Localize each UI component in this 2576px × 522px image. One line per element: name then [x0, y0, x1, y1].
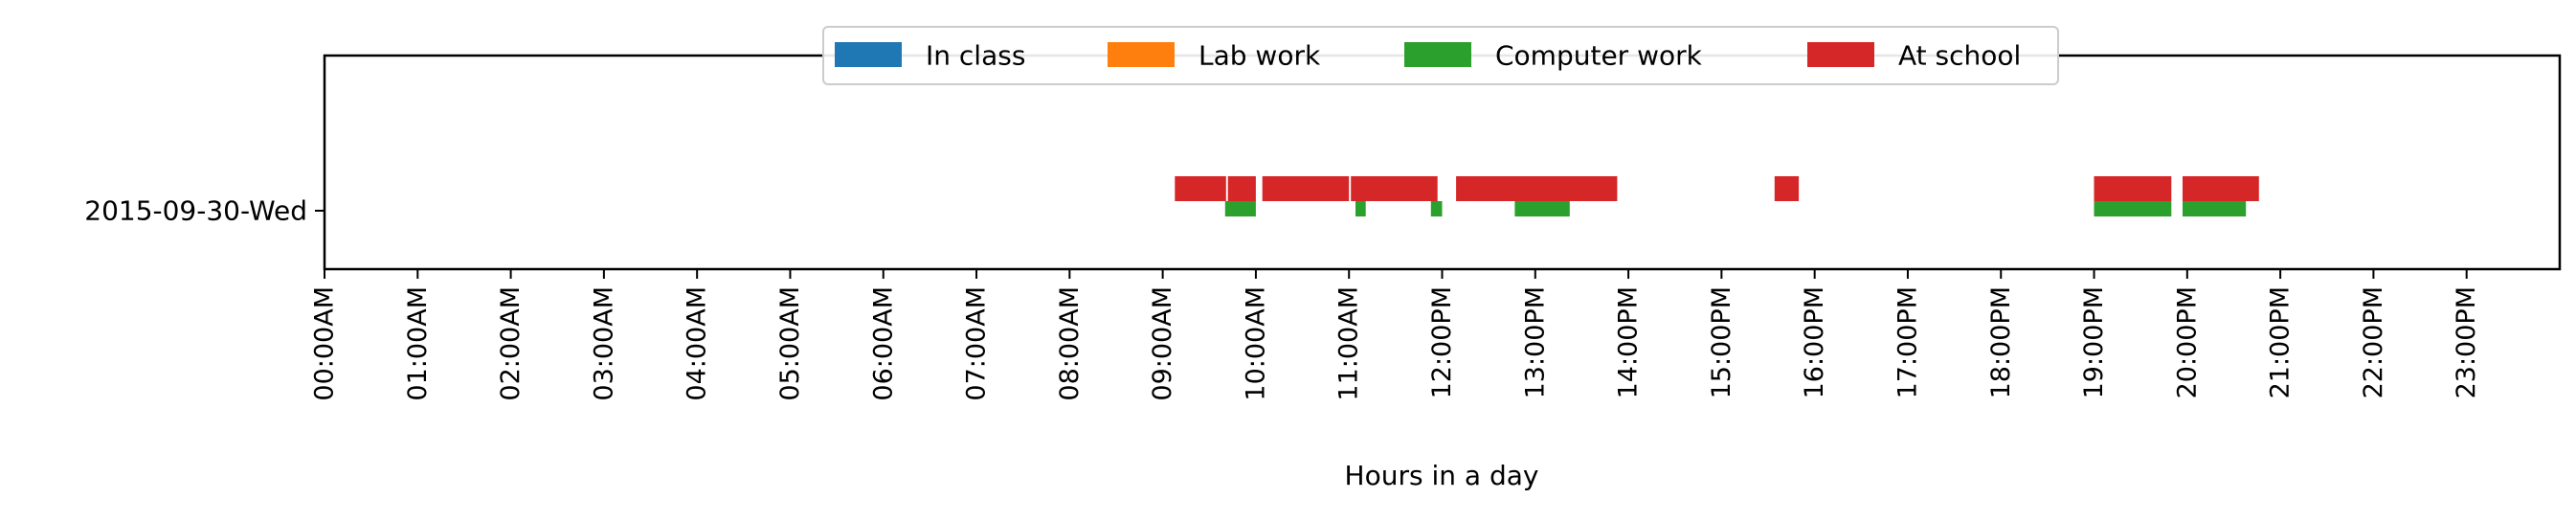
legend-swatch-0 — [835, 42, 902, 67]
bar-computer-work-3 — [1514, 201, 1570, 216]
legend-swatch-1 — [1108, 42, 1175, 67]
x-tick-label-3: 03:00AM — [589, 286, 618, 401]
x-tick-label-18: 18:00PM — [1986, 286, 2016, 398]
x-tick-label-9: 09:00AM — [1148, 286, 1177, 401]
legend-label-0: In class — [926, 40, 1025, 72]
bar-at-school-0 — [1175, 176, 1226, 201]
bar-at-school-4 — [1456, 176, 1618, 201]
bar-at-school-3 — [1351, 176, 1438, 201]
bar-computer-work-4 — [2094, 201, 2172, 216]
x-tick-label-0: 00:00AM — [310, 286, 340, 401]
legend: In class Lab work Computer work At school — [822, 26, 2059, 85]
y-tick-label-0: 2015-09-30-Wed — [84, 195, 307, 227]
x-tick-label-20: 20:00PM — [2172, 286, 2202, 398]
x-tick-label-5: 05:00AM — [775, 286, 805, 401]
x-tick-label-11: 11:00AM — [1334, 286, 1364, 401]
y-axis: 2015-09-30-Wed — [84, 195, 325, 227]
legend-swatch-3 — [1807, 42, 1874, 67]
x-tick-label-10: 10:00AM — [1241, 286, 1270, 401]
legend-label-2: Computer work — [1495, 40, 1703, 72]
legend-label-3: At school — [1898, 40, 2021, 72]
x-tick-label-21: 21:00PM — [2266, 286, 2296, 398]
x-tick-label-19: 19:00PM — [2079, 286, 2109, 398]
x-tick-label-2: 02:00AM — [496, 286, 526, 401]
x-tick-label-22: 22:00PM — [2359, 286, 2388, 398]
x-tick-label-1: 01:00AM — [403, 286, 433, 401]
bar-computer-work-2 — [1430, 201, 1443, 216]
bar-computer-work-1 — [1355, 201, 1366, 216]
legend-swatch-2 — [1404, 42, 1471, 67]
bar-at-school-7 — [2183, 176, 2259, 201]
bar-at-school-2 — [1262, 176, 1350, 201]
x-tick-label-23: 23:00PM — [2452, 286, 2481, 398]
x-tick-label-8: 08:00AM — [1055, 286, 1085, 401]
x-tick-label-16: 16:00PM — [1800, 286, 1829, 398]
x-tick-label-15: 15:00PM — [1707, 286, 1736, 398]
x-axis-label: Hours in a day — [1345, 460, 1539, 491]
bars-layer — [1175, 176, 2259, 216]
bar-computer-work-5 — [2183, 201, 2247, 216]
x-tick-label-13: 13:00PM — [1520, 286, 1550, 398]
x-tick-label-14: 14:00PM — [1614, 286, 1644, 398]
bar-at-school-1 — [1227, 176, 1256, 201]
x-axis: 00:00AM 01:00AM 02:00AM 03:00AM 04:00AM 05:00… — [310, 269, 2481, 401]
plot-frame — [323, 54, 2562, 271]
legend-label-1: Lab work — [1198, 40, 1321, 72]
x-tick-label-4: 04:00AM — [683, 286, 712, 401]
x-tick-label-6: 06:00AM — [868, 286, 898, 401]
bar-computer-work-0 — [1224, 201, 1256, 216]
bar-at-school-6 — [2094, 176, 2172, 201]
x-tick-label-7: 07:00AM — [962, 286, 992, 401]
x-tick-label-12: 12:00PM — [1427, 286, 1457, 398]
bar-at-school-5 — [1774, 176, 1800, 201]
x-tick-label-17: 17:00PM — [1893, 286, 1922, 398]
